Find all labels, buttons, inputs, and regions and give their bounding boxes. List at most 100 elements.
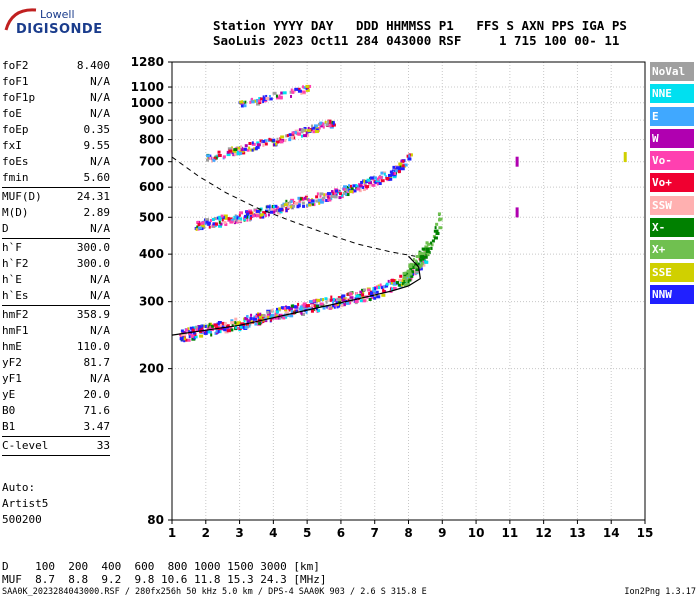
echo-point: [207, 330, 211, 334]
echo-point: [284, 310, 288, 314]
echo-point: [307, 126, 310, 130]
echo-point: [345, 192, 348, 196]
echo-point: [243, 217, 247, 221]
echo-point: [292, 89, 296, 93]
echo-point: [301, 128, 306, 132]
echo-point: [331, 120, 334, 124]
echo-point: [233, 152, 238, 156]
echo-point: [219, 222, 223, 226]
auto-label: Auto:: [2, 481, 36, 494]
echo-point: [267, 315, 270, 319]
echo-point: [259, 139, 263, 143]
param-label: h`F: [2, 241, 22, 254]
echo-point: [330, 295, 333, 299]
echo-point: [372, 176, 377, 180]
echo-point: [271, 208, 275, 212]
echo-point: [262, 313, 266, 317]
echo-point: [276, 96, 281, 100]
echo-point: [209, 156, 212, 160]
echo-point: [349, 301, 352, 305]
echo-point: [356, 296, 360, 300]
param-value: 3.47: [83, 420, 111, 433]
echo-point: [228, 326, 233, 330]
echo-point: [308, 201, 313, 205]
echo-point: [222, 155, 226, 159]
echo-point: [252, 317, 255, 321]
echo-point: [419, 255, 424, 259]
echo-point: [209, 326, 212, 330]
echo-point: [430, 243, 434, 247]
muf-frequency-row: MUF 8.7 8.8 9.2 9.8 10.6 11.8 15.3 24.3 …: [2, 573, 327, 586]
echo-point: [385, 176, 390, 180]
echo-point: [266, 312, 271, 316]
echo-point: [280, 306, 284, 310]
echo-point: [217, 325, 222, 329]
legend-item-sse: SSE: [650, 262, 694, 282]
echo-point: [239, 211, 244, 215]
param-row: D N/A: [2, 221, 110, 237]
artist-label: Artist5: [2, 497, 49, 510]
param-value: 24.31: [76, 190, 110, 203]
echo-point: [249, 100, 252, 104]
echo-point: [437, 212, 441, 216]
echo-point: [361, 299, 366, 303]
param-label: C-level: [2, 439, 49, 452]
echo-point: [392, 286, 397, 290]
echo-point: [194, 335, 198, 339]
echo-point: [268, 95, 271, 99]
echo-point: [343, 187, 346, 191]
echo-point: [262, 97, 267, 101]
echo-point: [211, 223, 214, 227]
echo-point: [321, 196, 324, 200]
x-tick-label: 15: [637, 526, 654, 540]
echo-point: [434, 226, 437, 230]
echo-point: [375, 285, 378, 289]
echo-point: [362, 188, 366, 192]
echo-point: [398, 278, 403, 282]
echo-point: [240, 145, 243, 149]
echo-point: [292, 131, 297, 135]
legend-item-vo-: Vo-: [650, 151, 694, 171]
echo-point: [316, 128, 320, 132]
echo-point: [265, 209, 270, 213]
echo-point: [244, 316, 249, 320]
dashed-curve: [171, 156, 416, 257]
param-value: N/A: [90, 75, 110, 88]
echo-point: [251, 141, 254, 145]
echo-point: [390, 278, 394, 282]
y-tick-label: 200: [139, 362, 164, 376]
echo-point: [359, 295, 362, 299]
echo-point: [238, 217, 243, 221]
echo-point: [377, 182, 382, 186]
echo-point: [249, 214, 253, 218]
echo-point: [415, 255, 420, 259]
echo-point: [213, 217, 217, 221]
echo-point: [271, 308, 274, 312]
logo-arc-icon: [4, 8, 37, 31]
echo-point: [401, 282, 405, 286]
x-tick-label: 4: [269, 526, 277, 540]
echo-point: [191, 328, 195, 332]
echo-point: [305, 131, 308, 135]
echo-point: [419, 265, 422, 269]
logo-text-lowell: Lowell: [40, 8, 75, 21]
echo-point: [226, 329, 231, 333]
echo-point: [405, 283, 410, 287]
echo-point: [394, 169, 398, 173]
param-label: MUF(D): [2, 190, 42, 203]
echo-point: [312, 299, 316, 303]
echo-point: [250, 313, 253, 317]
echo-point: [270, 207, 273, 211]
echo-point: [359, 299, 363, 303]
echo-point: [200, 224, 205, 228]
echo-point: [240, 322, 245, 326]
param-label: yF2: [2, 356, 22, 369]
param-row: foEp 0.35: [2, 122, 110, 138]
echo-point: [218, 224, 223, 228]
echo-point: [362, 185, 365, 189]
echo-point: [199, 334, 204, 338]
echo-point: [378, 175, 383, 179]
echo-point: [217, 153, 222, 157]
echo-point: [211, 159, 214, 163]
echo-point: [290, 135, 294, 139]
